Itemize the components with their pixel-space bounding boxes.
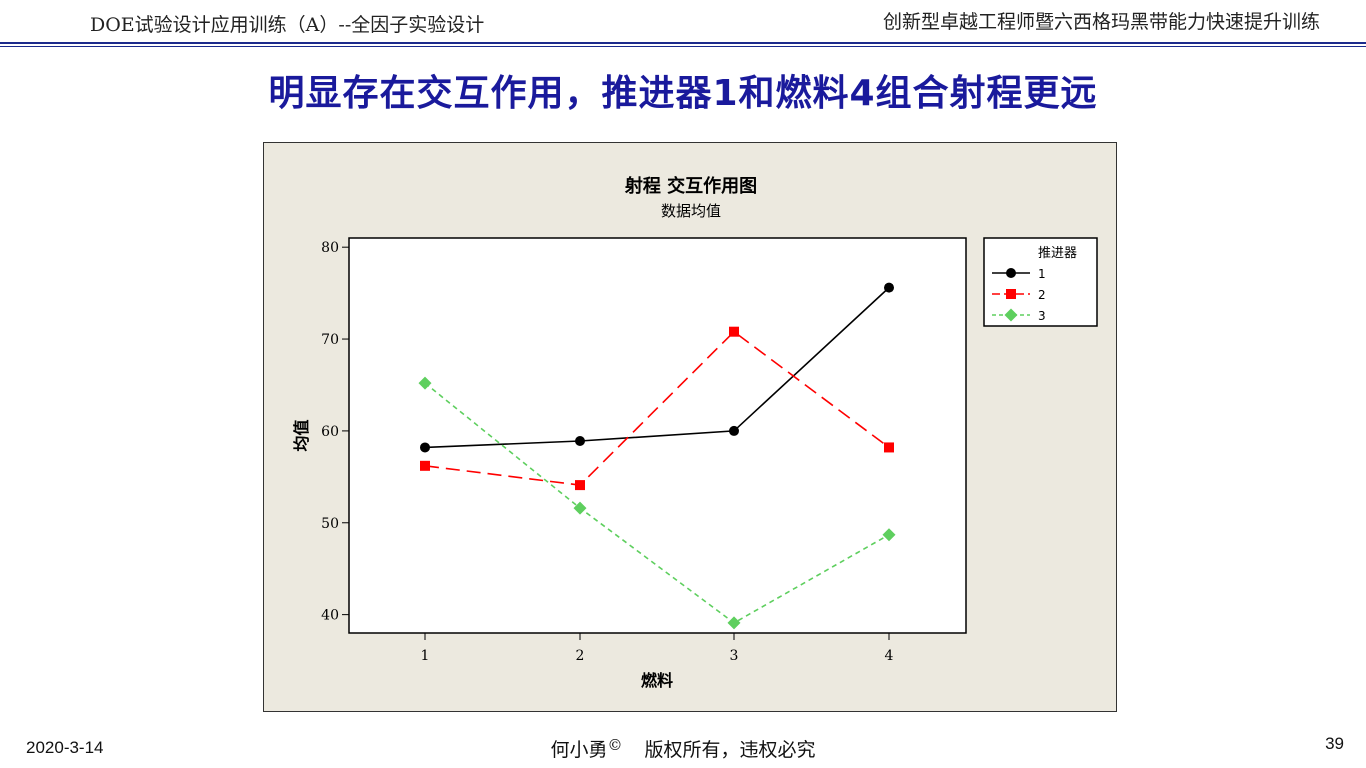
y-tick-label: 80 xyxy=(321,240,339,256)
x-tick-label: 4 xyxy=(885,648,894,664)
legend-label-3: 3 xyxy=(1038,309,1046,323)
series-line-1 xyxy=(424,287,890,449)
legend-title: 推进器 xyxy=(1038,246,1077,261)
series-2-point xyxy=(729,326,739,337)
series-2-point xyxy=(420,460,430,471)
header-divider xyxy=(0,42,1366,44)
legend-label-1: 1 xyxy=(1038,267,1046,281)
series-3-point xyxy=(573,501,587,515)
legend-label-2: 2 xyxy=(1038,288,1046,302)
legend-marker-1 xyxy=(1006,268,1016,278)
header-course-title: DOE试验设计应用训练（A）--全因子实验设计 xyxy=(90,14,485,36)
footer-copyright: 何小勇© 版权所有，违权必究 xyxy=(0,735,1366,762)
series-1-point xyxy=(575,436,585,447)
y-tick-label: 70 xyxy=(321,332,339,348)
series-3-point xyxy=(882,528,896,542)
x-tick-label: 1 xyxy=(421,648,430,664)
header-divider-thin xyxy=(0,46,1366,47)
legend-marker-3 xyxy=(1004,308,1018,322)
slide-title: 明显存在交互作用，推进器1和燃料4组合射程更远 xyxy=(268,73,1098,114)
interaction-plot: 射程 交互作用图数据均值 40 50 60 70 80 1 2 3 4 燃料 均值 推进器 1 2 3 xyxy=(263,142,1117,712)
series-3-point xyxy=(418,376,432,390)
series-1-point xyxy=(420,442,430,453)
y-tick-label: 60 xyxy=(321,424,339,440)
x-axis-label: 燃料 xyxy=(641,671,673,690)
y-tick-label: 40 xyxy=(321,608,339,624)
legend-box xyxy=(983,237,1098,327)
chart-subtitle: 数据均值 xyxy=(661,202,721,220)
footer-date: 2020-3-14 xyxy=(26,738,104,757)
x-tick-label: 3 xyxy=(730,648,739,664)
chart-title: 射程 交互作用图 xyxy=(624,175,757,197)
series-2-point xyxy=(575,480,585,491)
legend-marker-2 xyxy=(1006,289,1016,299)
y-axis-label: 均值 xyxy=(292,419,311,451)
y-tick-label: 50 xyxy=(321,516,339,532)
series-3-point xyxy=(727,616,741,630)
footer-rights: 版权所有，违权必究 xyxy=(644,739,816,761)
series-1-point xyxy=(729,425,739,436)
page-number: 39 xyxy=(1325,734,1344,753)
header-program-title: 创新型卓越工程师暨六西格玛黑带能力快速提升训练 xyxy=(882,11,1320,33)
series-2-point xyxy=(884,442,894,453)
series-line-2 xyxy=(424,330,890,486)
copyright-icon: © xyxy=(607,736,623,754)
series-1-point xyxy=(884,282,894,293)
x-tick-label: 2 xyxy=(576,648,585,664)
series-line-3 xyxy=(424,382,890,624)
footer-author: 何小勇 xyxy=(550,739,608,761)
